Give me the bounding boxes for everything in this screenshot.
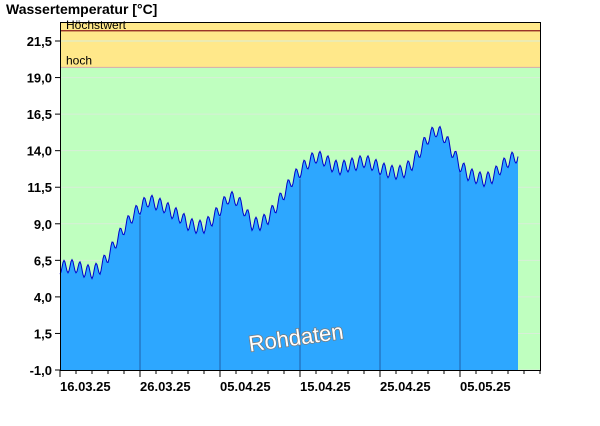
y-tick-label: 4,0	[34, 290, 52, 305]
x-tick-label: 15.04.25	[300, 379, 351, 394]
x-tick-label: 05.05.25	[460, 379, 511, 394]
y-tick-label: 16,5	[27, 107, 52, 122]
y-tick-label: 11,5	[27, 180, 52, 195]
temperature-area	[60, 126, 518, 370]
x-tick-label: 05.04.25	[220, 379, 271, 394]
y-tick-label: 19,0	[27, 71, 52, 86]
x-tick-labels: 16.03.25 26.03.25 05.04.25 15.04.25 25.04.25…	[60, 379, 511, 394]
y-tick-labels: -1,0 1,5 4,0 6,5 9,0 11,5 14,0 16,5 19,0 21,5	[27, 34, 60, 378]
plot-frame	[60, 22, 541, 371]
temperature-line	[59, 125, 519, 280]
y-axis-title: Wassertemperatur [°C]	[6, 1, 157, 17]
band-label-hoch: hoch	[66, 53, 92, 67]
y-tick-label: -1,0	[30, 363, 52, 378]
band-labels: Höchstwert hoch	[66, 18, 127, 68]
x-tick-label: 26.03.25	[140, 379, 191, 394]
x-tick-label: 16.03.25	[60, 379, 111, 394]
x-tick-label: 25.04.25	[380, 379, 431, 394]
y-tick-label: 6,5	[34, 253, 52, 268]
band-label-hoechstwert: Höchstwert	[66, 18, 127, 32]
y-tick-label: 14,0	[27, 144, 52, 159]
y-tick-label: 1,5	[34, 326, 52, 341]
band-top	[60, 22, 540, 31]
y-tick-label: 9,0	[34, 217, 52, 232]
band-1	[60, 30, 540, 68]
y-tick-label: 21,5	[27, 34, 52, 49]
